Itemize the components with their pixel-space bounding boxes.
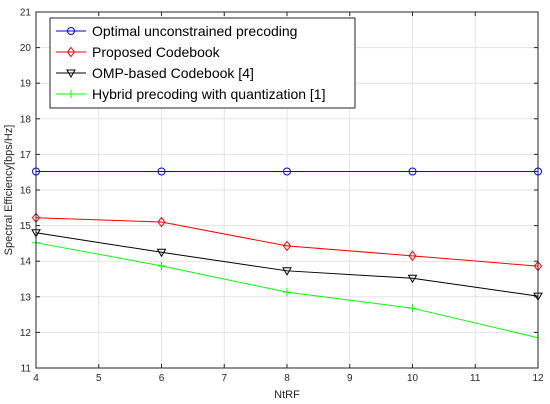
axis-ticks: 4 5 6 7 8 9 10 11 12 11 12 13 14 15 16 17 18 19 20 21 [20,8,544,385]
legend-label: OMP-based Codebook [4] [92,65,254,81]
x-tick-label: 6 [159,373,165,384]
y-tick-label: 17 [20,150,32,161]
y-tick-label: 11 [21,364,32,375]
x-axis-label: NtRF [274,389,300,401]
legend: Optimal unconstrained precoding Proposed … [49,17,356,109]
y-tick-label: 19 [20,79,32,90]
y-tick-label: 21 [20,8,32,19]
x-tick-label: 10 [407,373,419,384]
legend-label: Proposed Codebook [92,44,221,60]
legend-label: Optimal unconstrained precoding [92,23,297,39]
legend-marker [67,90,75,98]
data-point [156,248,167,258]
data-point [282,240,292,252]
data-point [408,167,417,176]
series-line [35,232,539,297]
y-tick-label: 16 [20,186,32,197]
series-line [35,217,539,267]
legend-entry: Hybrid precoding with quantization [1] [56,86,325,102]
legend-entry: Proposed Codebook [56,44,221,60]
y-tick-label: 12 [20,328,32,339]
legend-entry: Optimal unconstrained precoding [56,23,297,39]
legend-label: Hybrid precoding with quantization [1] [92,86,325,102]
y-tick-label: 14 [20,257,32,268]
y-tick-label: 20 [20,43,32,54]
data-point [282,267,292,276]
legend-marker [66,46,76,58]
x-tick-label: 9 [347,373,353,384]
data-point [157,167,166,176]
y-axis-label: Spectral Efficiency[bps/Hz] [3,125,15,256]
y-tick-label: 13 [20,292,32,303]
x-tick-label: 5 [96,373,102,384]
data-point [283,288,291,297]
x-tick-label: 4 [33,373,39,384]
data-point [408,304,417,313]
x-tick-label: 7 [221,373,227,384]
legend-box [49,17,356,109]
x-tick-label: 12 [532,373,544,384]
x-tick-label: 8 [284,373,290,384]
data-point [407,274,418,284]
data-point [408,250,417,262]
legend-marker [66,69,76,79]
legend-marker [67,27,75,35]
data-point [283,167,291,176]
data-point [157,216,166,228]
data-point [157,261,166,270]
y-tick-label: 18 [20,114,32,125]
x-tick-label: 11 [470,373,481,384]
legend-entry: OMP-based Codebook [4] [56,65,254,81]
y-tick-label: 15 [20,221,32,232]
